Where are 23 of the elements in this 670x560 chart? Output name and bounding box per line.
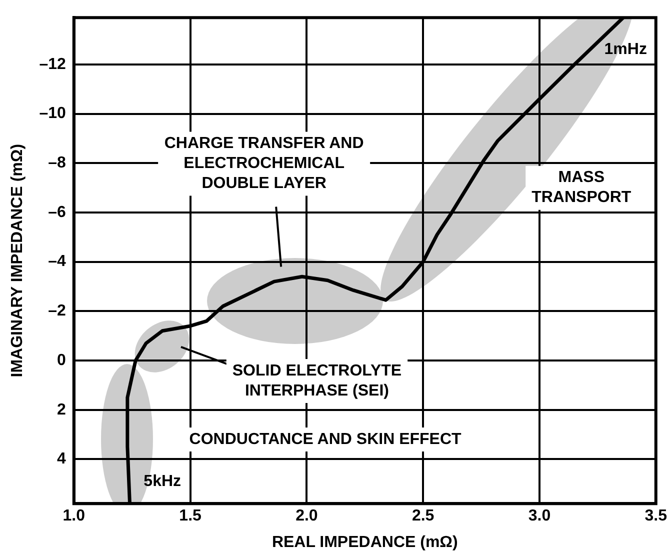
x-tick-label: 1.5 (179, 508, 202, 525)
y-tick-label: 4 (56, 450, 66, 468)
y-tick-label: –12 (39, 56, 66, 73)
y-tick-label: 0 (56, 352, 66, 369)
annotation: 1mHz (604, 41, 647, 58)
y-tick-label: –4 (48, 253, 66, 270)
y-axis-title: IMAGINARY IMPEDANCE (mΩ) (9, 144, 26, 378)
annotation: CONDUCTANCE AND SKIN EFFECT (189, 430, 462, 448)
y-tick-label: 2 (56, 401, 66, 418)
annotation: CHARGE TRANSFER AND ELECTROCHEMICAL DOUBLE LAYER (164, 135, 364, 192)
x-tick-label: 1.0 (62, 508, 86, 525)
x-tick-label: 2.0 (296, 508, 318, 525)
x-axis-title: REAL IMPEDANCE (mΩ) (272, 534, 458, 551)
x-tick-label: 3.0 (528, 508, 551, 525)
x-tick-label: 3.5 (644, 508, 668, 525)
x-tick-label: 2.5 (412, 508, 434, 525)
annotation: 5kHz (144, 472, 182, 490)
annotation: MASS TRANSPORT (532, 169, 632, 206)
y-tick-label: –6 (48, 204, 66, 221)
y-tick-label: –8 (48, 154, 66, 172)
y-tick-label: –10 (39, 105, 66, 122)
annotation: SOLID ELECTROLYTE INTERPHASE (SEI) (232, 362, 402, 400)
y-tick-label: –2 (48, 302, 66, 320)
